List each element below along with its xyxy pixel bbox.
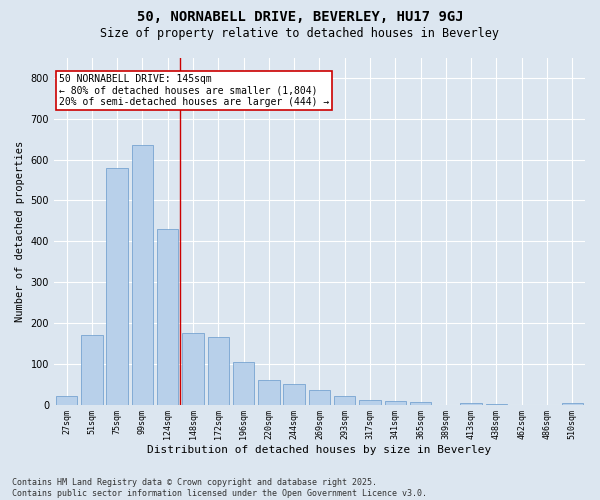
- Bar: [106, 168, 128, 404]
- Bar: [233, 362, 254, 405]
- Text: 50 NORNABELL DRIVE: 145sqm
← 80% of detached houses are smaller (1,804)
20% of s: 50 NORNABELL DRIVE: 145sqm ← 80% of deta…: [59, 74, 329, 107]
- Bar: [385, 400, 406, 404]
- Bar: [208, 337, 229, 404]
- Bar: [562, 402, 583, 404]
- Y-axis label: Number of detached properties: Number of detached properties: [15, 140, 25, 322]
- Bar: [182, 333, 204, 404]
- Bar: [157, 229, 178, 404]
- Text: 50, NORNABELL DRIVE, BEVERLEY, HU17 9GJ: 50, NORNABELL DRIVE, BEVERLEY, HU17 9GJ: [137, 10, 463, 24]
- Bar: [131, 146, 153, 404]
- Bar: [81, 335, 103, 404]
- Bar: [283, 384, 305, 404]
- X-axis label: Distribution of detached houses by size in Beverley: Distribution of detached houses by size …: [148, 445, 491, 455]
- Bar: [56, 396, 77, 404]
- Bar: [258, 380, 280, 404]
- Text: Size of property relative to detached houses in Beverley: Size of property relative to detached ho…: [101, 28, 499, 40]
- Bar: [460, 402, 482, 404]
- Text: Contains HM Land Registry data © Crown copyright and database right 2025.
Contai: Contains HM Land Registry data © Crown c…: [12, 478, 427, 498]
- Bar: [334, 396, 355, 404]
- Bar: [359, 400, 381, 404]
- Bar: [309, 390, 330, 404]
- Bar: [410, 402, 431, 404]
